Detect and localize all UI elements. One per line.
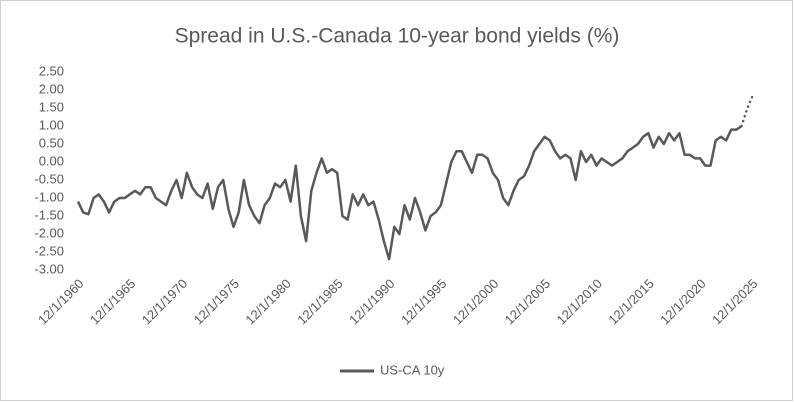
- y-tick-label: -2.00: [34, 225, 64, 240]
- y-tick-label: 1.00: [39, 117, 64, 132]
- y-tick-label: 0.00: [39, 153, 64, 168]
- y-tick-label: -3.00: [34, 261, 64, 276]
- legend-label: US-CA 10y: [380, 362, 445, 377]
- projection-line: [740, 95, 754, 128]
- chart-title: Spread in U.S.-Canada 10-year bond yield…: [175, 25, 620, 48]
- y-tick-label: -2.50: [34, 243, 64, 258]
- y-tick-label: -0.50: [34, 171, 64, 186]
- y-tick-label: 1.50: [39, 99, 64, 114]
- y-tick-label: 0.50: [39, 135, 64, 150]
- y-tick-label: -1.00: [34, 189, 64, 204]
- line-series: [76, 124, 743, 261]
- y-tick-label: 2.00: [39, 81, 64, 96]
- y-tick-label: -1.50: [34, 207, 64, 222]
- y-tick-label: 2.50: [39, 63, 64, 78]
